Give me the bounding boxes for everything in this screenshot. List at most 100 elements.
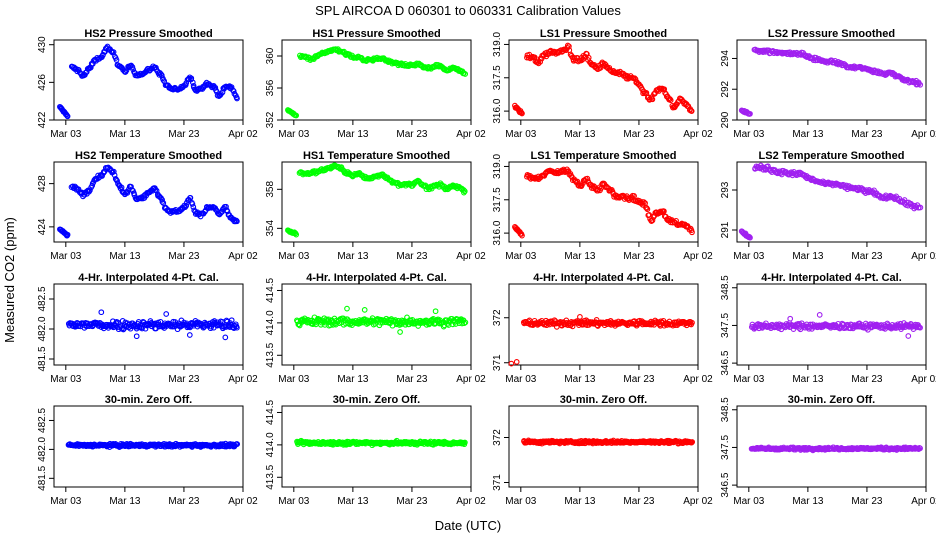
- data-point: [632, 76, 639, 83]
- x-tick-label: Apr 02: [911, 129, 936, 140]
- data-point: [153, 187, 160, 194]
- data-point: [87, 187, 93, 194]
- y-tick-label: 430: [37, 36, 48, 53]
- panel-ls2-zero: 30-min. Zero Off. 346.5 347.5 348.5 Mar 03 Ma…: [720, 394, 936, 507]
- panel-title: HS1 Temperature Smoothed: [303, 150, 450, 162]
- x-tick-label: Apr 02: [911, 374, 936, 385]
- y-tick-label: 354: [265, 220, 276, 237]
- panel-title: 30-min. Zero Off.: [560, 394, 647, 406]
- data-point: [916, 80, 922, 87]
- y-tick-label: 316.0: [492, 220, 503, 245]
- y-tick-label: 294: [720, 50, 731, 67]
- y-tick-label: 346.5: [720, 350, 731, 375]
- panel-title: LS2 Temperature Smoothed: [759, 150, 905, 162]
- y-tick-label: 482.0: [37, 436, 48, 461]
- x-tick-label: Mar 23: [168, 374, 200, 385]
- data-point: [187, 194, 194, 201]
- y-tick-label: 317.5: [492, 65, 503, 90]
- x-tick-label: Mar 13: [792, 496, 824, 507]
- data-point: [508, 360, 515, 367]
- data-point: [747, 110, 753, 117]
- plot-frame: [281, 39, 472, 121]
- x-tick-label: Mar 03: [50, 496, 82, 507]
- data-point: [535, 60, 542, 67]
- x-tick-label: Mar 13: [109, 374, 141, 385]
- y-tick-label: 414.0: [265, 432, 276, 457]
- data-point: [64, 231, 71, 238]
- data-point: [190, 204, 197, 210]
- x-tick-label: Apr 02: [683, 251, 713, 262]
- data-points: [512, 42, 695, 117]
- x-tick-label: Mar 13: [564, 496, 596, 507]
- x-tick-label: Mar 03: [733, 496, 765, 507]
- x-tick-label: Mar 13: [792, 374, 824, 385]
- panel-ls1-interp: 4-Hr. Interpolated 4-Pt. Cal. 371 372 Mar 0…: [492, 272, 713, 385]
- y-tick-label: 422: [37, 111, 48, 128]
- data-point: [114, 178, 120, 184]
- x-tick-label: Mar 03: [50, 129, 82, 140]
- x-tick-label: Mar 13: [564, 129, 596, 140]
- x-tick-label: Apr 02: [911, 496, 936, 507]
- data-point: [643, 90, 650, 96]
- panel-title: HS2 Temperature Smoothed: [75, 150, 222, 162]
- x-tick-label: Mar 23: [623, 374, 655, 385]
- x-tick-label: Mar 23: [168, 129, 200, 140]
- y-tick-label: 414.5: [265, 278, 276, 303]
- x-tick-label: Mar 13: [337, 496, 369, 507]
- x-tick-label: Apr 02: [228, 251, 258, 262]
- x-tick-label: Mar 03: [505, 374, 537, 385]
- data-points: [65, 309, 240, 341]
- data-points: [294, 437, 468, 449]
- y-tick-label: 413.5: [265, 342, 276, 367]
- plot-frame: [53, 161, 244, 243]
- x-tick-label: Mar 23: [851, 129, 883, 140]
- data-point: [159, 196, 165, 203]
- data-point: [137, 70, 144, 77]
- data-point: [631, 193, 637, 199]
- data-point: [905, 333, 912, 339]
- panel-title: LS1 Pressure Smoothed: [540, 28, 667, 40]
- data-point: [667, 97, 674, 104]
- y-tick-label: 481.5: [37, 465, 48, 490]
- panel-ls1-zero: 30-min. Zero Off. 371 372 Mar 03 Mar 13 Mar 2…: [492, 394, 713, 507]
- data-point: [641, 199, 647, 205]
- x-tick-label: Mar 23: [623, 251, 655, 262]
- data-point: [460, 187, 467, 193]
- data-point: [689, 319, 695, 326]
- x-tick-label: Mar 13: [109, 251, 141, 262]
- plot-frame: [281, 405, 472, 488]
- plot-frame: [53, 283, 244, 366]
- x-tick-label: Mar 03: [278, 374, 310, 385]
- x-tick-label: Mar 23: [396, 251, 428, 262]
- y-tick-label: 426: [37, 74, 48, 91]
- panel-title: LS2 Pressure Smoothed: [768, 28, 895, 40]
- x-tick-label: Mar 13: [792, 251, 824, 262]
- data-points: [57, 43, 240, 120]
- data-point: [513, 359, 520, 365]
- data-point: [649, 217, 656, 224]
- data-point: [519, 110, 525, 117]
- y-tick-label: 424: [37, 218, 48, 235]
- data-points: [57, 164, 240, 239]
- x-tick-label: Mar 23: [396, 129, 428, 140]
- y-tick-label: 348.5: [720, 275, 731, 300]
- y-tick-label: 414.5: [265, 400, 276, 425]
- x-tick-label: Mar 03: [278, 251, 310, 262]
- plot-frame: [508, 39, 699, 121]
- y-tick-label: 372: [492, 429, 503, 446]
- x-tick-label: Mar 23: [851, 496, 883, 507]
- y-axis-label: Measured CO2 (ppm): [2, 217, 17, 343]
- x-tick-label: Apr 02: [456, 496, 486, 507]
- data-point: [234, 441, 241, 447]
- data-points: [521, 437, 696, 447]
- x-tick-label: Mar 03: [50, 374, 82, 385]
- data-point: [230, 87, 236, 94]
- data-point: [110, 168, 117, 175]
- y-tick-label: 356: [265, 79, 276, 96]
- data-point: [649, 96, 656, 103]
- panel-hs2-pressure: HS2 Pressure Smoothed 422 426 430 Mar 03 Mar …: [37, 28, 258, 140]
- x-tick-label: Mar 13: [564, 251, 596, 262]
- y-tick-label: 319.0: [492, 153, 503, 178]
- x-tick-label: Mar 23: [851, 251, 883, 262]
- y-tick-label: 371: [492, 474, 503, 491]
